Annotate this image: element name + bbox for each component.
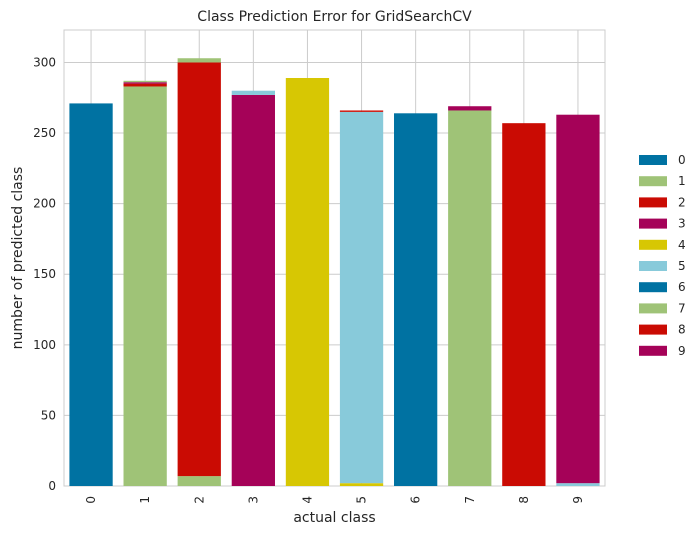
x-axis-ticks: 0 1 2 3 4 5 6 7 8 9: [84, 496, 585, 504]
bar-segment-class-6: [394, 113, 438, 486]
legend-label: 3: [678, 217, 686, 231]
bar-segment-class-5: [231, 90, 275, 95]
legend-swatch: [639, 345, 667, 356]
y-tick-label: 150: [33, 267, 56, 281]
bar-segment: [556, 483, 600, 486]
bar-segment-class-2: [123, 83, 167, 87]
bar-segment-class-5: [339, 111, 384, 484]
legend-swatch: [639, 303, 667, 314]
legend-label: 6: [678, 280, 686, 294]
bar-segment-class-4: [285, 78, 330, 486]
x-tick-label: 0: [84, 496, 98, 504]
legend-swatch: [639, 324, 667, 335]
y-tick-label: 200: [33, 197, 56, 211]
chart-title: Class Prediction Error for GridSearchCV: [197, 9, 472, 25]
bar-segment-class-8: [339, 110, 384, 112]
legend-label: 5: [678, 259, 686, 273]
y-tick-label: 100: [33, 338, 56, 352]
x-tick-label: 6: [409, 496, 423, 504]
legend-swatch: [639, 176, 667, 187]
x-tick-label: 7: [463, 496, 477, 504]
legend-label: 1: [678, 174, 686, 188]
y-axis-label: number of predicted class: [10, 167, 26, 350]
x-tick-label: 3: [246, 496, 260, 504]
legend-label: 9: [678, 344, 686, 358]
bar-segment-class-9: [556, 114, 600, 484]
y-tick-label: 300: [33, 55, 56, 69]
legend-swatch: [639, 239, 667, 250]
legend-label: 4: [678, 238, 686, 252]
x-axis-label: actual class: [293, 510, 375, 526]
x-tick-label: 9: [571, 496, 585, 504]
x-tick-label: 5: [355, 496, 369, 504]
legend-swatch: [639, 218, 667, 229]
bar-segment-class-2: [177, 62, 221, 477]
y-tick-label: 0: [48, 479, 56, 493]
bar-segment-class-3: [231, 94, 275, 487]
legend-swatch: [639, 261, 667, 271]
legend-label: 2: [678, 195, 686, 209]
x-tick-label: 4: [300, 496, 314, 504]
bar-segment-class-9: [448, 106, 492, 111]
bar-segment-class-7: [177, 58, 221, 63]
bar-segment-class-7: [448, 110, 492, 487]
legend-swatch: [639, 282, 667, 293]
bar-segment-class-7: [123, 80, 167, 83]
legend-label: 8: [678, 323, 686, 337]
x-tick-label: 8: [517, 496, 531, 504]
y-tick-label: 50: [41, 408, 56, 422]
bar-segment-class-4: [339, 483, 384, 486]
legend-label: 0: [678, 153, 686, 167]
bar-segment-class-0: [69, 103, 113, 486]
legend-label: 7: [678, 301, 686, 315]
y-tick-label: 250: [33, 126, 56, 140]
y-axis-ticks: 0 50 100 150 200 250 300: [33, 55, 56, 493]
legend-swatch: [639, 197, 667, 208]
bar-segment-class-8: [502, 123, 546, 487]
bar-segment-class-1: [177, 476, 221, 486]
bar-segment-class-3: [123, 82, 167, 84]
bars: [69, 58, 600, 487]
legend: 0 1 2 3 4 5 6 7 8 9: [639, 153, 686, 358]
x-tick-label: 1: [138, 496, 152, 504]
legend-swatch: [639, 155, 667, 165]
bar-segment-class-1: [123, 86, 167, 487]
x-tick-label: 2: [192, 496, 206, 504]
